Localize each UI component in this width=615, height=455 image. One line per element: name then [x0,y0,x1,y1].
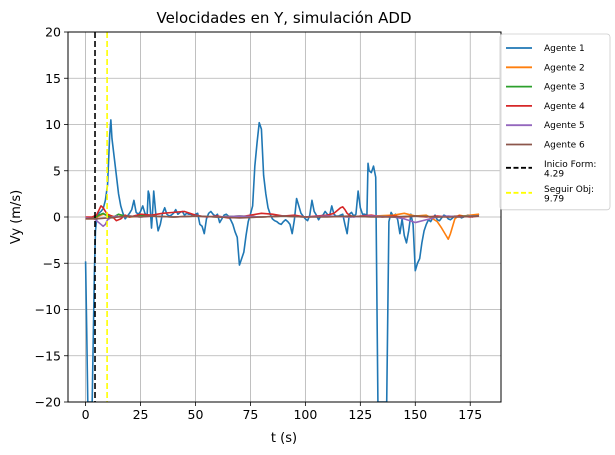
legend-label: Agente 1 [544,44,585,54]
legend: Agente 1 Agente 2 Agente 3 Agente 4 Agente 5… [499,33,611,211]
chart-title: Velocidades en Y, simulación ADD [156,9,411,27]
tick-layer: 0 25 50 75 100 125 150 175 −20 −15 −10 −5 0 5 10 15 20 [35,25,483,423]
legend-box [499,33,611,211]
vline-layer [94,32,108,402]
x-tick-label: 125 [348,407,372,422]
y-tick-label: 15 [45,71,61,86]
y-tick-label: 5 [53,163,61,178]
legend-entry-agente-2: Agente 2 [506,63,585,73]
y-tick-label: −5 [43,256,61,271]
legend-label: Seguir Obj: [544,185,594,195]
legend-label: Agente 6 [544,141,585,151]
series-line-agente-6 [85,215,480,220]
y-tick-label: −20 [35,395,61,410]
legend-entry-inicio-form: Inicio Form:4.29 [506,160,596,179]
y-tick-label: 10 [45,117,61,132]
x-tick-label: 25 [133,407,149,422]
legend-entry-agente-6: Agente 6 [506,141,585,151]
legend-label: Agente 4 [544,102,585,112]
series-line-agente-1 [84,119,480,402]
legend-entry-agente-5: Agente 5 [506,121,585,131]
y-axis-label: Vy (m/s) [9,190,24,244]
legend-label: 4.29 [544,169,564,179]
x-tick-label: 50 [188,407,204,422]
x-tick-label: 150 [403,407,427,422]
legend-entry-agente-4: Agente 4 [506,102,585,112]
x-tick-label: 0 [82,407,90,422]
legend-entry-agente-1: Agente 1 [506,44,585,54]
series-layer [84,119,480,402]
legend-entry-seguir-obj: Seguir Obj:9.79 [506,185,594,204]
y-tick-label: 20 [45,25,61,40]
x-tick-label: 175 [458,407,482,422]
x-axis-label: t (s) [271,431,297,446]
y-tick-label: 0 [53,210,61,225]
y-tick-label: −10 [35,302,61,317]
legend-label: 9.79 [544,194,564,204]
x-tick-label: 75 [242,407,258,422]
x-tick-label: 100 [293,407,317,422]
legend-label: Agente 5 [544,121,585,131]
legend-label: Agente 3 [544,83,585,93]
legend-label: Agente 2 [544,63,585,73]
legend-entry-agente-3: Agente 3 [506,83,585,93]
legend-label: Inicio Form: [544,160,596,170]
y-tick-label: −15 [35,348,61,363]
series-line-agente-5 [85,215,480,228]
